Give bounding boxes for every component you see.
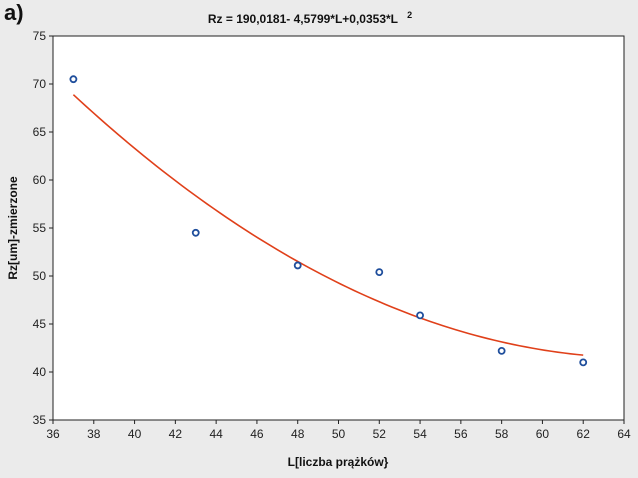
y-tick-label: 70 [33, 77, 47, 91]
fit-curve-layer [72, 94, 584, 356]
data-point [416, 311, 424, 320]
plot-area [52, 35, 625, 421]
x-tick-label: 56 [454, 427, 468, 441]
x-tick-label: 46 [250, 427, 264, 441]
x-tick-label: 42 [169, 427, 183, 441]
y-tick-label: 65 [33, 125, 47, 139]
panel-label: a) [4, 0, 24, 25]
fit-curve-line [72, 94, 584, 356]
x-tick-label: 38 [87, 427, 101, 441]
data-point [191, 228, 200, 237]
y-axis: 35 40 45 50 55 60 65 70 75 [33, 29, 53, 427]
data-point [579, 358, 588, 367]
x-tick-label: 50 [332, 427, 346, 441]
x-tick-label: 36 [46, 427, 60, 441]
x-tick-label: 62 [577, 427, 591, 441]
x-tick-label: 48 [291, 427, 305, 441]
y-tick-label: 35 [33, 413, 47, 427]
y-axis-title: Rz[um]-zmierzone [6, 176, 20, 280]
data-points-layer [69, 75, 588, 367]
y-tick-label: 50 [33, 269, 47, 283]
x-axis: 36 38 40 42 44 46 48 50 52 54 56 58 60 62 64 [46, 420, 631, 441]
y-tick-label: 75 [33, 29, 47, 43]
y-tick-label: 60 [33, 173, 47, 187]
x-axis-title: L[liczba prążków} [288, 455, 389, 469]
x-tick-label: 60 [536, 427, 550, 441]
y-tick-label: 45 [33, 317, 47, 331]
data-point [69, 75, 78, 84]
chart-title-superscript: 2 [407, 10, 412, 20]
x-tick-label: 40 [128, 427, 142, 441]
data-point [375, 268, 384, 277]
x-tick-label: 64 [617, 427, 631, 441]
data-point [293, 261, 302, 270]
x-tick-label: 58 [495, 427, 509, 441]
y-tick-label: 40 [33, 365, 47, 379]
y-tick-label: 55 [33, 221, 47, 235]
chart-title: Rz = 190,0181- 4,5799*L+0,0353*L 2 [208, 10, 412, 26]
chart-title-text: Rz = 190,0181- 4,5799*L+0,0353*L [208, 12, 398, 26]
x-tick-label: 44 [209, 427, 223, 441]
x-tick-label: 54 [413, 427, 427, 441]
x-tick-label: 52 [373, 427, 387, 441]
data-point [497, 346, 506, 355]
